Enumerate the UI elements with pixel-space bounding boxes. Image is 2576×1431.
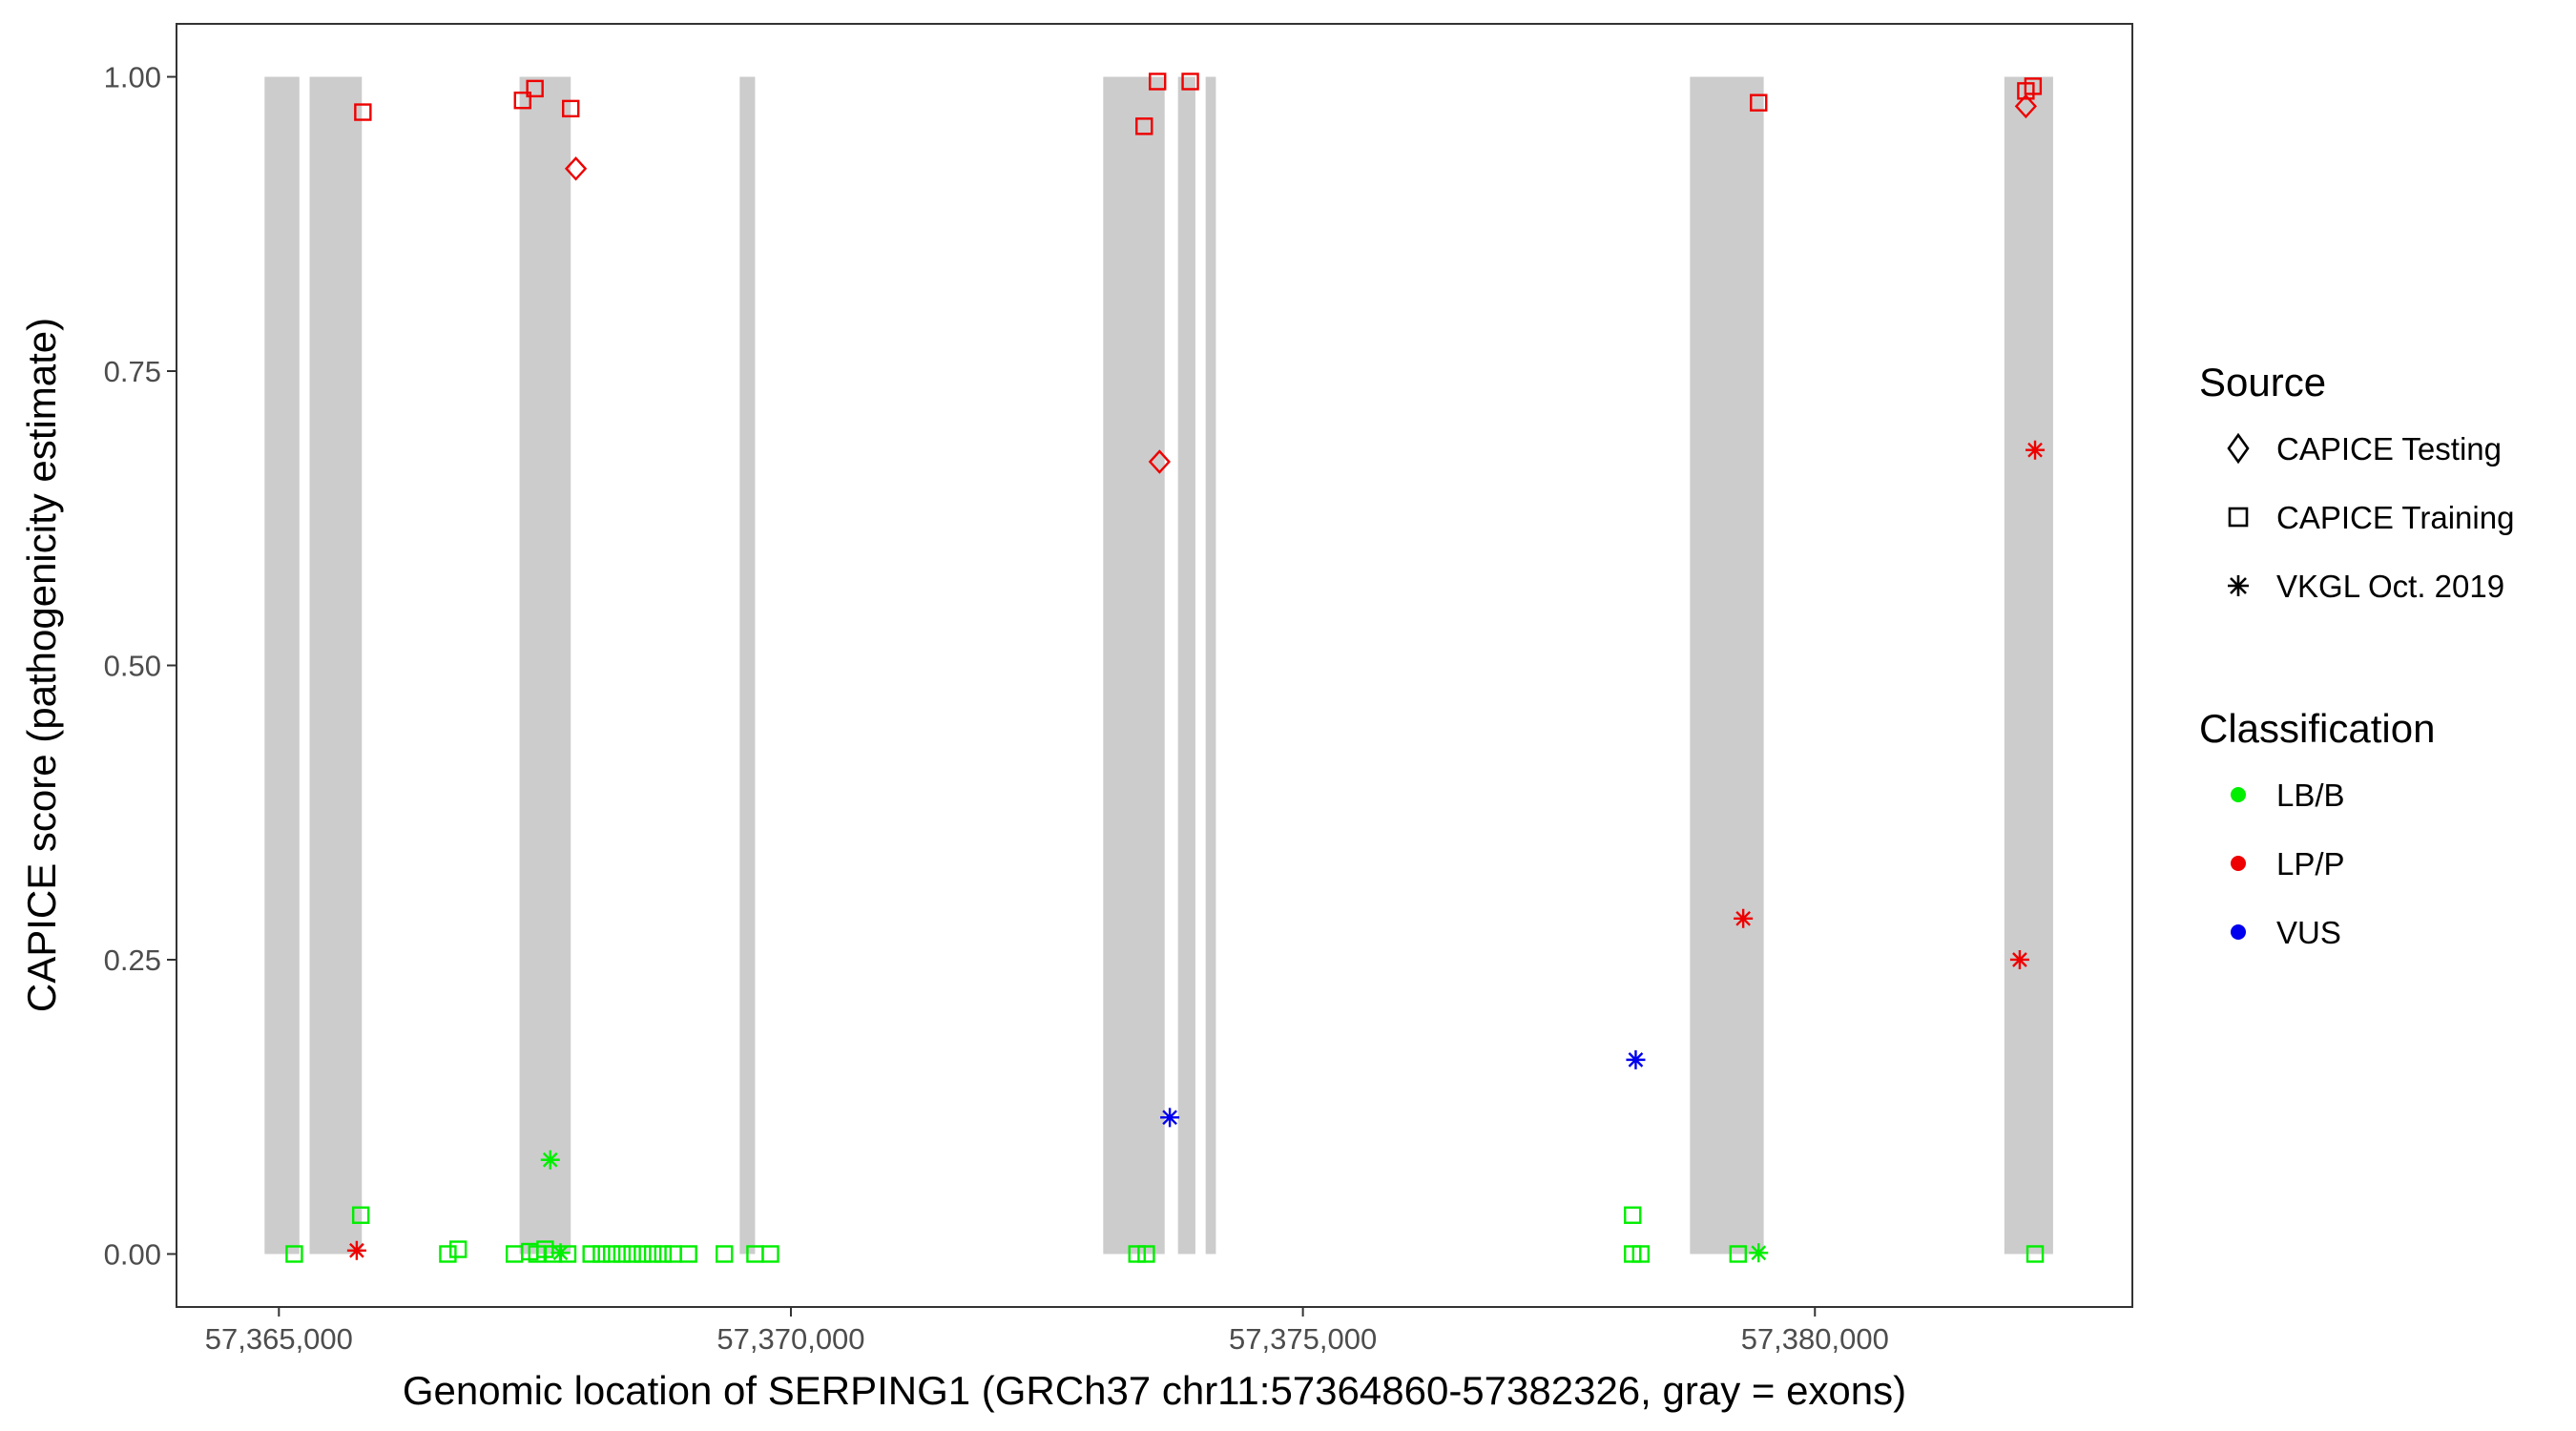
data-point-square (1135, 117, 1153, 135)
legend-title-source: Source (2199, 360, 2326, 404)
data-point-square (716, 1245, 734, 1263)
data-point-asterisk (1626, 1049, 1646, 1069)
exon-band (2004, 76, 2053, 1255)
legend-item-vus: VUS (2231, 915, 2341, 950)
exon-band (264, 76, 300, 1255)
diamond-icon (2227, 432, 2250, 465)
data-point-diamond (2014, 93, 2038, 119)
legend-label-vus: VUS (2276, 915, 2341, 950)
exon-band (1690, 76, 1764, 1255)
data-point-square (1181, 73, 1199, 91)
exon-band (1177, 76, 1195, 1255)
legend-item-lpp: LP/P (2231, 846, 2345, 881)
y-tick-label: 0.25 (104, 944, 161, 977)
y-tick-label: 0.50 (104, 650, 161, 683)
data-point-square (2025, 1245, 2045, 1263)
data-point-square (1137, 1245, 1155, 1263)
x-axis-title: Genomic location of SERPING1 (GRCh37 chr… (403, 1368, 1906, 1413)
data-point-square (513, 92, 531, 110)
data-point-square (354, 103, 372, 121)
data-point-square (448, 1240, 467, 1258)
exon-band (309, 76, 363, 1255)
y-axis-title: CAPICE score (pathogenicity estimate) (19, 318, 64, 1012)
legend-label-capice-training: CAPICE Training (2276, 500, 2514, 535)
x-tick-label: 57,380,000 (1741, 1322, 1889, 1356)
data-point-asterisk (346, 1240, 366, 1260)
data-point-asterisk (2025, 440, 2046, 460)
data-point-square (654, 1245, 673, 1263)
legend-title-classification: Classification (2199, 706, 2435, 751)
red-dot-icon (2231, 856, 2246, 871)
square-icon (2228, 507, 2249, 528)
data-point-square (634, 1245, 652, 1263)
data-point-square (558, 1245, 577, 1263)
data-point-square (592, 1245, 611, 1263)
data-point-square (1624, 1206, 1642, 1224)
data-point-square (602, 1245, 621, 1263)
exon-band (739, 76, 756, 1255)
exon-band (1205, 76, 1216, 1255)
data-point-square (1750, 93, 1768, 112)
data-point-square (285, 1245, 303, 1263)
green-dot-icon (2231, 787, 2246, 802)
legend-label-capice-testing: CAPICE Testing (2276, 431, 2502, 467)
exon-band (519, 76, 571, 1255)
data-point-square (582, 1245, 600, 1263)
data-point-square (679, 1245, 697, 1263)
data-point-asterisk (1734, 908, 1754, 928)
legend-label-lpp: LP/P (2276, 846, 2345, 881)
x-tick-label: 57,370,000 (717, 1322, 864, 1356)
data-point-square (623, 1245, 641, 1263)
axes: 0.00 0.25 0.50 0.75 1.00 57,365,000 57,370,000… (104, 61, 1889, 1356)
data-point-diamond (1148, 449, 1171, 474)
data-point-square (1729, 1245, 1747, 1263)
y-tick-label: 0.75 (104, 355, 161, 388)
asterisk-icon (2228, 575, 2249, 596)
legend-item-capice-training: CAPICE Training (2228, 500, 2514, 535)
data-point-square (1128, 1245, 1146, 1263)
data-point-square (562, 99, 580, 118)
y-tick-label: 0.00 (104, 1237, 161, 1271)
data-point-asterisk (2009, 949, 2029, 969)
legend-item-capice-testing: CAPICE Testing (2227, 431, 2502, 467)
legend-item-vkgl: VKGL Oct. 2019 (2228, 569, 2504, 604)
legend-label-vkgl: VKGL Oct. 2019 (2276, 569, 2504, 604)
exon-band (1103, 76, 1165, 1255)
data-point-square (439, 1245, 457, 1263)
data-point-asterisk (1160, 1108, 1180, 1128)
legend-item-lbb: LB/B (2231, 778, 2345, 813)
legend: Source CAPICE Testing CAPICE Training VK… (2199, 360, 2514, 950)
data-point-square (1149, 73, 1167, 91)
legend-label-lbb: LB/B (2276, 778, 2345, 813)
data-points (285, 73, 2046, 1263)
data-point-asterisk (1749, 1243, 1769, 1263)
data-point-square (2024, 77, 2043, 95)
y-tick-label: 1.00 (104, 61, 161, 94)
data-point-asterisk (540, 1150, 560, 1170)
data-point-square (526, 79, 544, 98)
data-point-square (1631, 1245, 1651, 1263)
x-tick-label: 57,375,000 (1229, 1322, 1377, 1356)
blue-dot-icon (2231, 924, 2246, 940)
data-point-square (761, 1245, 779, 1263)
data-point-square (613, 1245, 632, 1263)
data-point-square (643, 1245, 662, 1263)
data-point-square (351, 1206, 370, 1224)
x-tick-label: 57,365,000 (205, 1322, 353, 1356)
data-point-diamond (564, 156, 588, 181)
exon-bands (264, 76, 2053, 1255)
